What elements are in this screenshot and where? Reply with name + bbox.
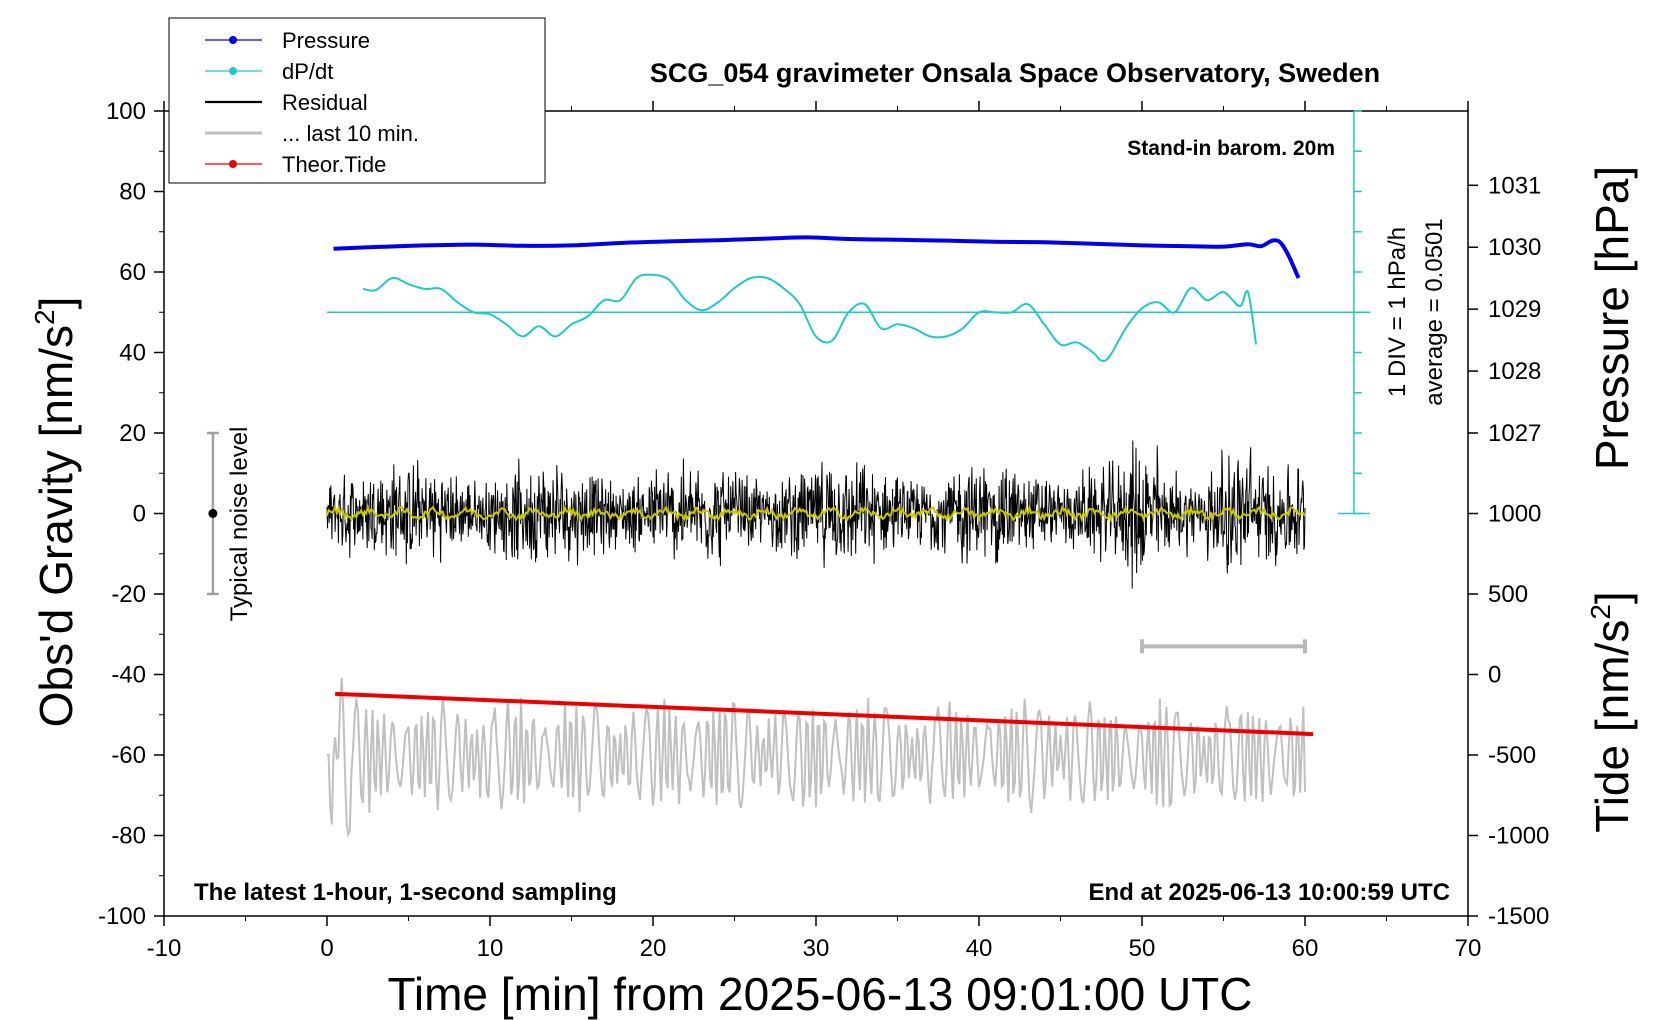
tide-axis-title: Tide [nm/s2] (1585, 591, 1638, 832)
legend-marker (229, 36, 237, 44)
legend-label: Residual (282, 90, 368, 115)
x-tick-label: 50 (1129, 935, 1156, 962)
x-tick-label: 20 (640, 935, 667, 962)
series-residual-smooth-line (326, 503, 1306, 523)
x-tick-label: -10 (147, 935, 182, 962)
x-tick-label: 10 (477, 935, 504, 962)
legend-label: ... last 10 min. (282, 121, 419, 146)
tide-tick-label: -1000 (1488, 823, 1549, 850)
stand-in-label: Stand-in barom. 20m (1127, 137, 1335, 160)
x-tick-label: 40 (966, 935, 993, 962)
pressure-axis-title: Pressure [hPa] (1586, 166, 1638, 470)
legend-label: dP/dt (282, 59, 333, 84)
series-layer (326, 235, 1314, 838)
tide-tick-label: 0 (1488, 662, 1501, 689)
legend-marker (229, 160, 237, 168)
end-at-label: End at 2025-06-13 10:00:59 UTC (1089, 879, 1451, 906)
noise-level-label: Typical noise level (226, 427, 253, 622)
y-tick-label: -20 (111, 581, 146, 608)
tide-tick-label: 500 (1488, 581, 1528, 608)
x-tick-label: 60 (1292, 935, 1319, 962)
tide-tick-label: 1000 (1488, 501, 1541, 528)
legend-box (168, 17, 546, 184)
series-last10-line (326, 677, 1306, 838)
series-tide-line (335, 691, 1314, 737)
legend: Pressure dP/dt Residual ... last 10 min. The… (168, 17, 546, 184)
tick-layer: -10 0 10 20 30 40 50 60 70100806040200-20-40-60-… (98, 98, 1549, 962)
y-tick-label: -100 (98, 903, 146, 930)
pressure-tick-label: 1030 (1488, 234, 1541, 261)
y-tick-label: -40 (111, 662, 146, 689)
y-tick-label: 60 (119, 259, 146, 286)
x-tick-label: 30 (803, 935, 830, 962)
y-tick-label: 20 (119, 420, 146, 447)
chart-title: SCG_054 gravimeter Onsala Space Observat… (650, 58, 1380, 88)
annotation-layer (206, 110, 1371, 654)
latest-label: The latest 1-hour, 1-second sampling (194, 879, 617, 906)
y-tick-label: -60 (111, 742, 146, 769)
legend-marker (229, 67, 237, 75)
y-axis-title: Obs'd Gravity [nm/s2] (29, 297, 82, 728)
x-tick-label: 70 (1455, 935, 1482, 962)
div-label: 1 DIV = 1 hPa/h (1384, 227, 1411, 397)
y-tick-label: 80 (119, 179, 146, 206)
noise-level-dot (208, 509, 218, 518)
pressure-tick-label: 1028 (1488, 358, 1541, 385)
x-tick-label: 0 (320, 935, 333, 962)
y-tick-label: -80 (111, 823, 146, 850)
y-tick-label: 0 (133, 501, 146, 528)
pressure-tick-label: 1031 (1488, 172, 1541, 199)
average-label: average = 0.0501 (1421, 218, 1448, 406)
x-axis-title: Time [min] from 2025-06-13 09:01:00 UTC (388, 968, 1253, 1020)
legend-label: Theor.Tide (282, 152, 386, 177)
pressure-tick-label: 1027 (1488, 420, 1541, 447)
y-tick-label: 100 (106, 98, 146, 125)
tide-tick-label: -500 (1488, 742, 1536, 769)
y-tick-label: 40 (119, 340, 146, 367)
pressure-tick-label: 1029 (1488, 296, 1541, 323)
legend-label: Pressure (282, 28, 370, 53)
series-pressure-line (333, 235, 1301, 279)
series-dpdt-line (362, 273, 1258, 362)
tide-tick-label: -1500 (1488, 903, 1549, 930)
